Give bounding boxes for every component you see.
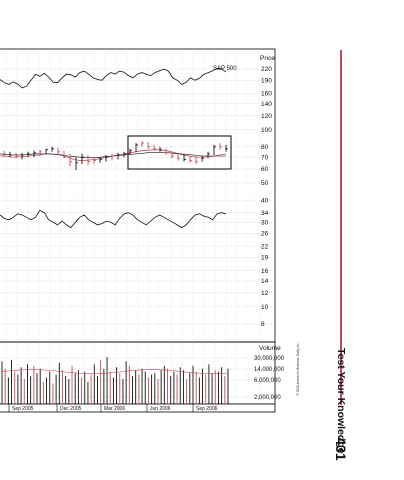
x-tick-label: Jun 2006 <box>150 406 171 412</box>
price-tick-label: 22 <box>261 243 269 250</box>
price-tick-label: 14 <box>261 278 269 285</box>
price-tick-label: 100 <box>261 127 272 134</box>
relative-strength-line <box>0 209 227 229</box>
copyright-line: © 2006 Investor's Business Daily, Inc. <box>296 342 300 396</box>
x-tick-label: Mar 2006 <box>104 406 125 412</box>
price-tick-label: 160 <box>261 91 272 98</box>
price-panel-frame <box>0 48 276 343</box>
price-tick-label: 19 <box>261 255 269 262</box>
price-tick-label: 120 <box>261 113 272 120</box>
volume-tick-label: 30,000,000 <box>254 356 285 362</box>
price-tick-label: 8 <box>261 321 265 328</box>
price-tick-label: 12 <box>261 290 269 297</box>
price-tick-label: 10 <box>261 304 269 311</box>
x-tick-label: Sep 2006 <box>196 406 218 412</box>
x-tick-label: Dec 2005 <box>60 406 82 412</box>
volume-tick-label: 6,000,000 <box>254 378 281 384</box>
price-tick-label: 60 <box>261 166 269 173</box>
volume-panel-frame <box>0 341 276 405</box>
x-axis-strip <box>0 403 276 413</box>
volume-axis-title: Volume <box>259 345 281 352</box>
price-tick-label: 220 <box>261 66 272 73</box>
price-tick-label: 40 <box>261 197 269 204</box>
price-tick-label: 26 <box>261 231 269 238</box>
volume-tick-label: 2,000,000 <box>254 395 281 401</box>
price-tick-label: 30 <box>261 220 269 227</box>
price-tick-label: 80 <box>261 144 269 151</box>
x-tick-label: Sep 2005 <box>12 406 34 412</box>
sp500-line <box>0 67 227 89</box>
volume-average-line <box>1 369 229 374</box>
page-number: 431 <box>333 437 349 461</box>
base-highlight-box <box>127 135 232 170</box>
price-tick-label: 50 <box>261 180 269 187</box>
price-tick-label: 190 <box>261 77 272 84</box>
price-tick-label: 140 <box>261 101 272 108</box>
price-axis-title: Price <box>260 55 275 62</box>
price-tick-label: 16 <box>261 268 269 275</box>
volume-tick-label: 14,000,000 <box>254 367 285 373</box>
price-tick-label: 70 <box>261 154 269 161</box>
sp500-label: S&P 500 <box>213 66 237 72</box>
price-tick-label: 34 <box>261 210 269 217</box>
